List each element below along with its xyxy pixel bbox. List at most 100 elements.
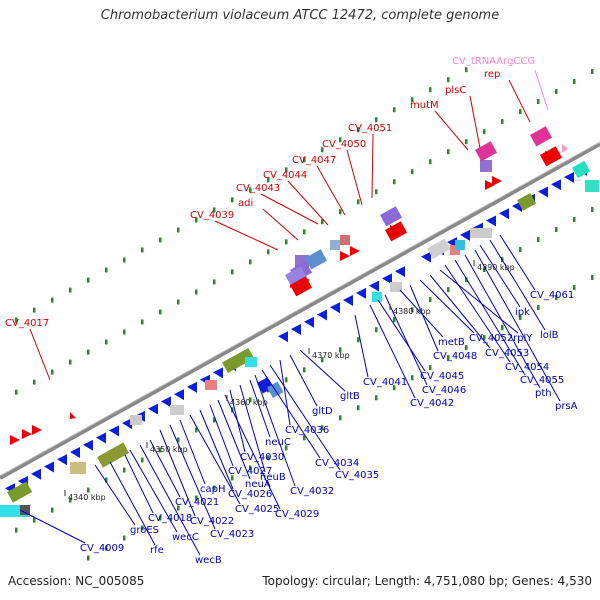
gene-arrow-reverse [499, 208, 509, 220]
leader-line [371, 133, 374, 199]
track-dash [429, 87, 432, 93]
track-dash [87, 277, 90, 283]
gene-label-forward[interactable]: mutM [410, 100, 439, 111]
gene-label-reverse[interactable]: CV_4021 [175, 497, 219, 508]
track-dash [411, 307, 414, 313]
gene-label-reverse[interactable]: pth [535, 388, 552, 399]
gene-label-reverse[interactable]: CV_4035 [335, 470, 379, 481]
gene-arrow-reverse [109, 425, 119, 437]
gene-label-reverse[interactable]: neuA [245, 479, 271, 490]
track-dash [105, 339, 108, 345]
leader-line [217, 399, 251, 480]
track-dash [177, 227, 180, 233]
gene-label-reverse[interactable]: CV_4053 [485, 348, 529, 359]
track-dash [177, 505, 180, 511]
gene-label-reverse[interactable]: CV_4048 [433, 351, 477, 362]
accession-text: Accession: NC_005085 [8, 574, 145, 588]
track-dash [357, 405, 360, 411]
track-dash [159, 237, 162, 243]
track-dash [69, 359, 72, 365]
leader-line [262, 208, 299, 241]
track-dash [177, 437, 180, 443]
gene-label-reverse[interactable]: CV_4042 [410, 398, 454, 409]
track-dash [375, 327, 378, 333]
gene-label-reverse[interactable]: CV_4052 [469, 333, 513, 344]
track-dash [213, 485, 216, 491]
gene-label-reverse[interactable]: ipk [515, 307, 530, 318]
gene-label-reverse[interactable]: lolB [540, 330, 559, 341]
gene-label-reverse[interactable]: CV_4054 [505, 362, 549, 373]
gene-label-reverse[interactable]: CV_4023 [210, 529, 254, 540]
gene-label-reverse[interactable]: neuC [265, 437, 291, 448]
leader-line [287, 180, 329, 226]
track-dash [321, 357, 324, 363]
gene-label-reverse[interactable]: CV_4009 [80, 543, 124, 554]
gene-label-reverse[interactable]: CV_4029 [275, 509, 319, 520]
gene-block-forward [385, 221, 408, 242]
gene-label-reverse[interactable]: gltB [340, 391, 360, 402]
gene-label-rna[interactable]: CV_tRNAArgCCG [452, 56, 535, 67]
track-dash [51, 369, 54, 375]
leader-line [179, 419, 206, 485]
gene-label-reverse[interactable]: gltD [312, 406, 333, 417]
gene-label-forward[interactable]: CV_4017 [5, 318, 49, 329]
gene-block [372, 292, 382, 302]
gene-label-reverse[interactable]: CV_4018 [148, 513, 192, 524]
gene-block [390, 282, 402, 292]
track-dash [573, 79, 576, 85]
gene-label-reverse[interactable]: CV_4036 [285, 425, 329, 436]
track-dash [447, 287, 450, 293]
track-dash [213, 417, 216, 423]
leader-line [384, 294, 428, 386]
track-dash [285, 167, 288, 173]
gene-arrow-reverse [44, 461, 54, 473]
gene-label-reverse[interactable]: rfe [150, 545, 164, 556]
gene-label-reverse[interactable]: metB [438, 337, 465, 348]
tick-label: 4370 kbp [312, 351, 350, 360]
gene-label-reverse[interactable]: CV_4061 [530, 290, 574, 301]
gene-label-forward[interactable]: CV_4043 [236, 183, 280, 194]
track-dash [429, 297, 432, 303]
track-dash [483, 335, 486, 341]
gene-label-reverse[interactable]: neuB [260, 472, 286, 483]
gene-arrow-reverse [317, 309, 327, 321]
gene-label-reverse[interactable]: CV_4046 [422, 385, 466, 396]
leader-line [149, 439, 181, 498]
leader-line [377, 299, 426, 372]
gene-label-forward[interactable]: CV_4047 [292, 155, 336, 166]
track-dash [123, 329, 126, 335]
gene-label-reverse[interactable]: CV_4055 [520, 375, 564, 386]
track-dash [159, 309, 162, 315]
gene-label-reverse[interactable]: CV_4045 [420, 371, 464, 382]
gene-label-reverse[interactable]: CV_4026 [228, 489, 272, 500]
track-dash [195, 289, 198, 295]
gene-label-reverse[interactable]: CV_4032 [290, 486, 334, 497]
gene-arrow-forward [70, 412, 76, 419]
gene-label-reverse[interactable]: groES [130, 525, 159, 536]
gene-label-reverse[interactable]: prsA [555, 401, 578, 412]
gene-label-forward[interactable]: CV_4039 [190, 210, 234, 221]
gene-label-reverse[interactable]: wecB [195, 555, 222, 566]
gene-label-reverse[interactable]: capH [200, 484, 226, 495]
gene-arrow-reverse [304, 316, 314, 328]
gene-label-forward[interactable]: adi [238, 198, 253, 209]
gene-label-reverse[interactable]: rplY [513, 333, 533, 344]
gene-label-forward[interactable]: CV_4050 [322, 139, 366, 150]
gene-block-forward [290, 276, 313, 297]
track-dash [159, 515, 162, 521]
gene-arrow-forward [32, 425, 42, 435]
gene-label-forward[interactable]: rep [484, 69, 500, 80]
gene-label-reverse[interactable]: CV_4034 [315, 458, 359, 469]
gene-block [20, 505, 30, 515]
gene-label-reverse[interactable]: CV_4030 [240, 452, 284, 463]
gene-label-reverse[interactable]: CV_4041 [363, 377, 407, 388]
gene-label-reverse[interactable]: CV_4027 [228, 466, 272, 477]
gene-label-forward[interactable]: plsC [445, 85, 466, 96]
gene-label-forward[interactable]: CV_4044 [263, 170, 307, 181]
track-dash [15, 527, 18, 533]
gene-label-forward[interactable]: CV_4051 [348, 123, 392, 134]
gene-label-reverse[interactable]: CV_4025 [235, 504, 279, 515]
gene-block-forward [529, 126, 553, 147]
gene-label-reverse[interactable]: wecC [172, 532, 199, 543]
